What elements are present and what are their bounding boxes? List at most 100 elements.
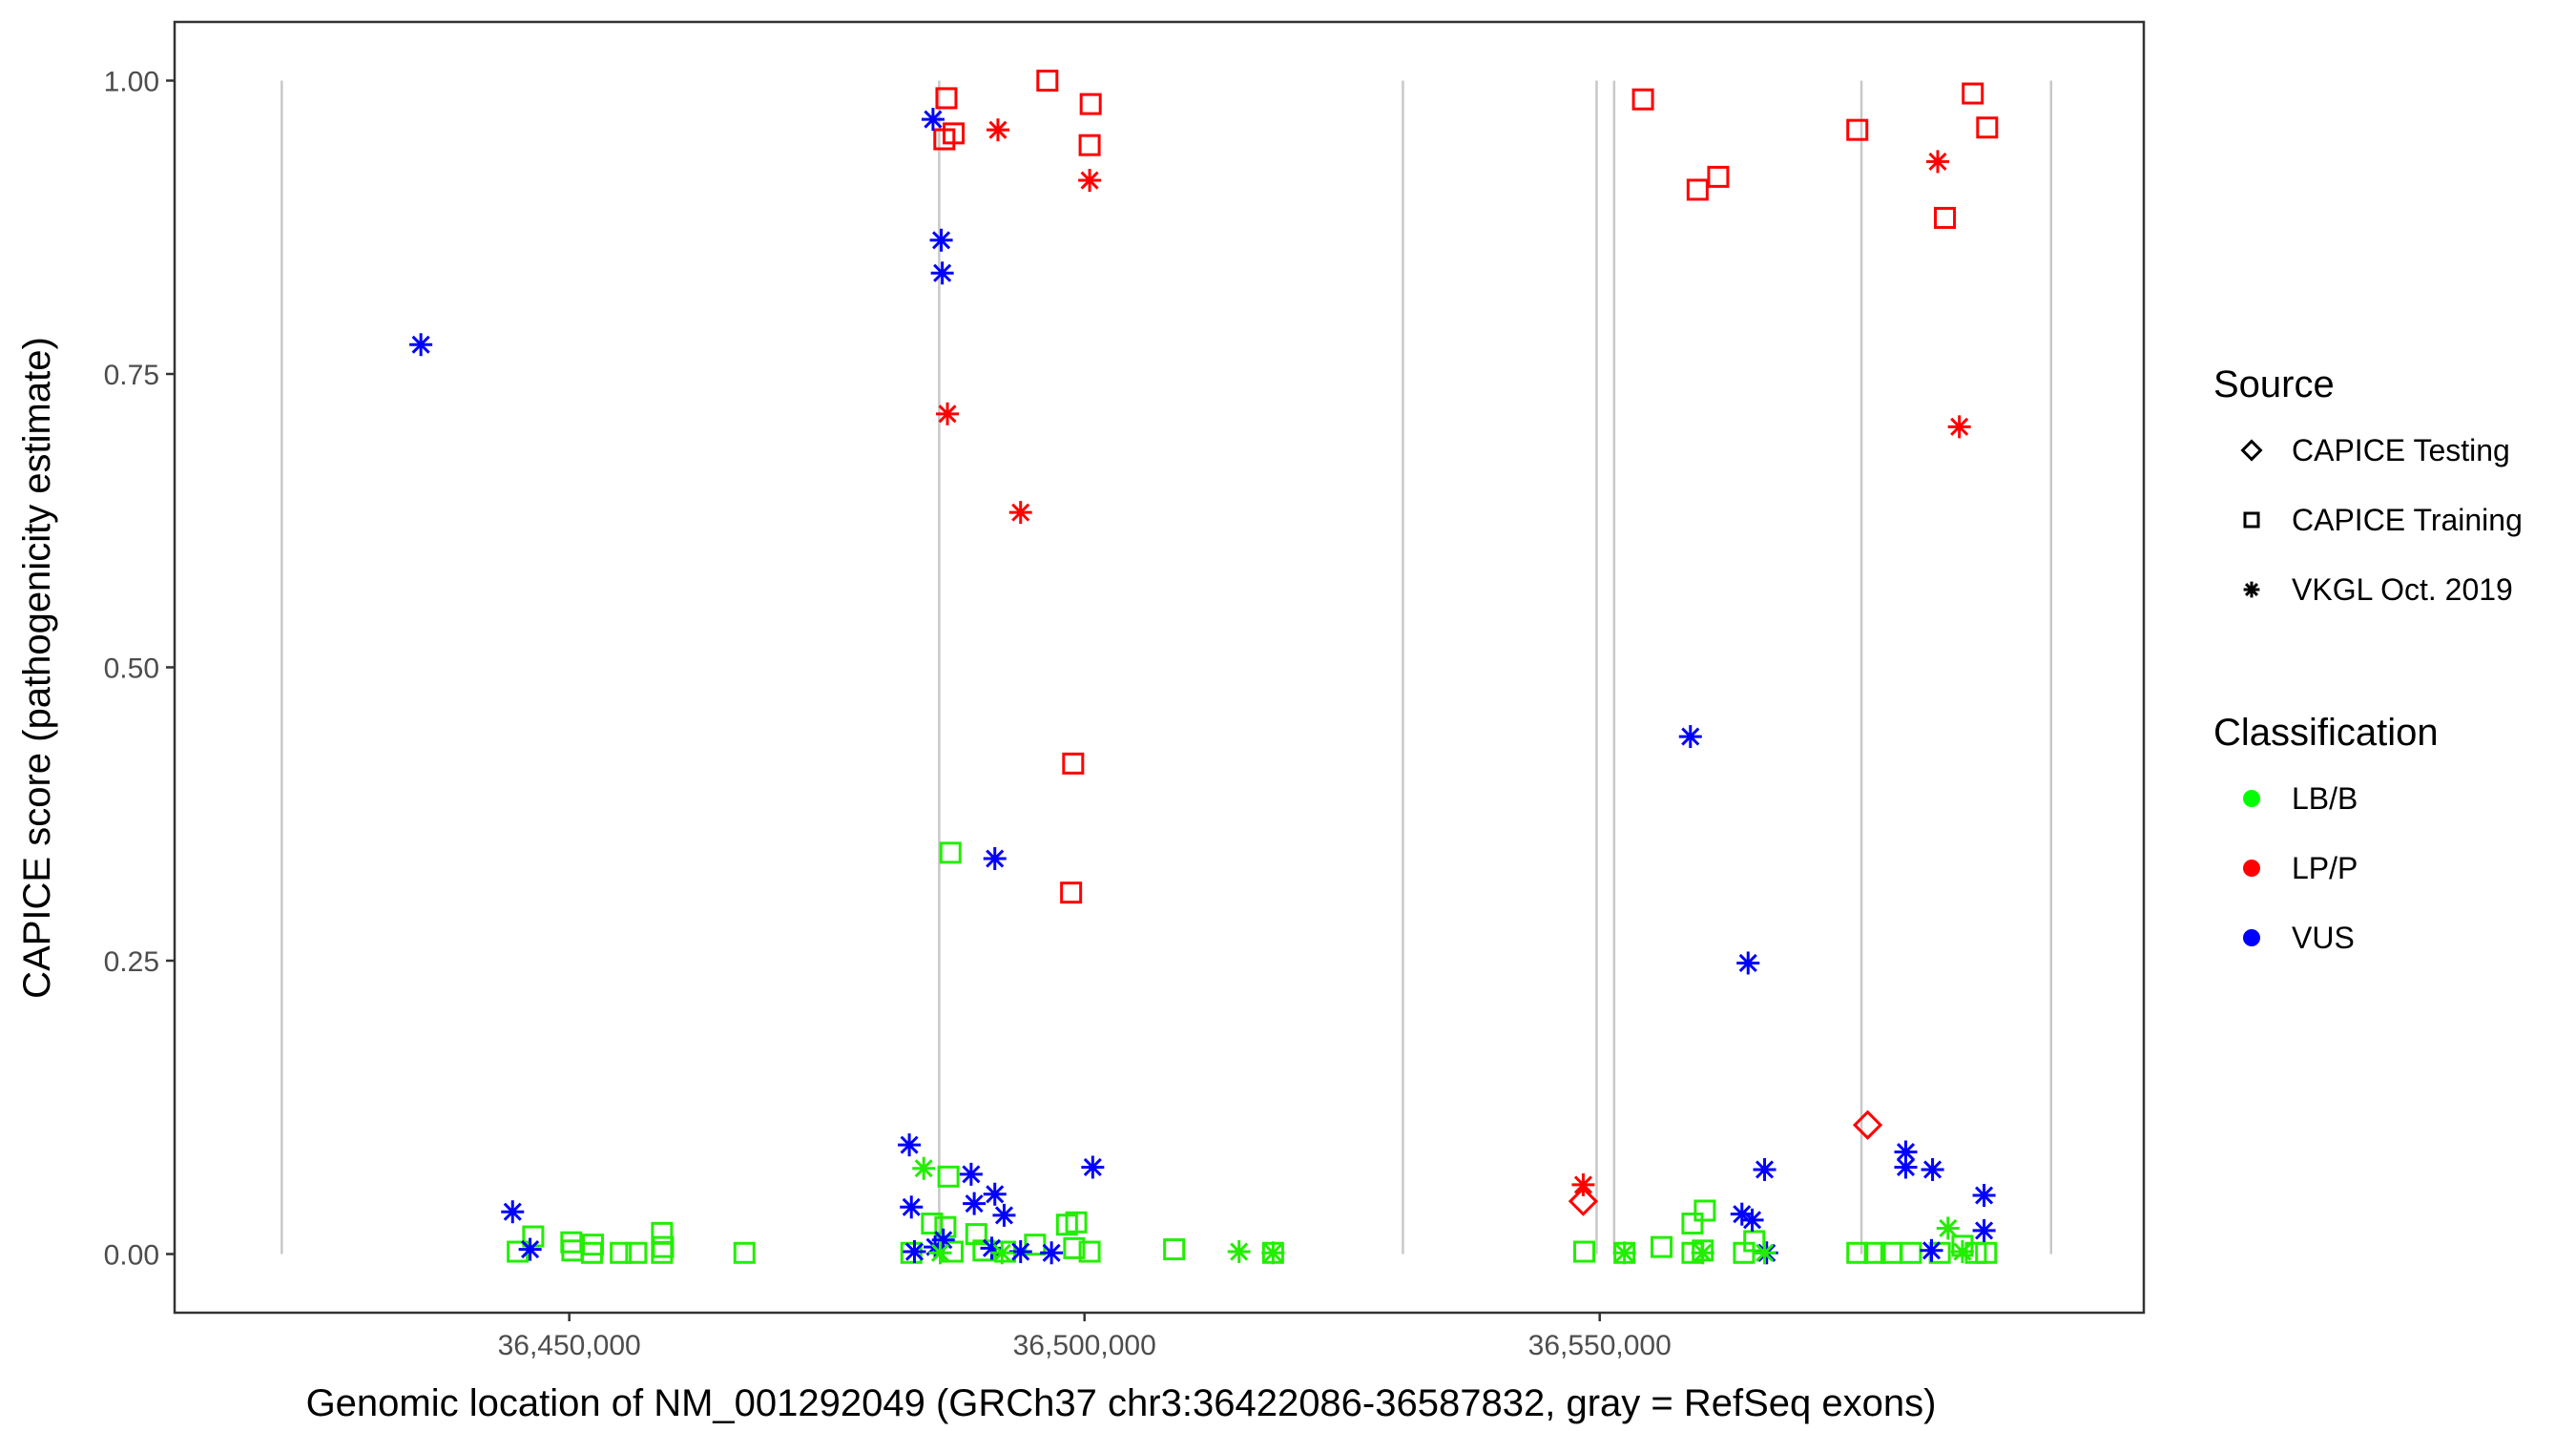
data-point-asterisk: [983, 846, 1007, 870]
data-point-asterisk: [1972, 1184, 1996, 1207]
data-point-asterisk: [1947, 415, 1971, 439]
data-point-asterisk: [936, 402, 960, 425]
data-point-square: [1743, 1230, 1766, 1253]
data-point-square: [1079, 93, 1102, 115]
data-point-square: [1846, 118, 1869, 141]
legend-classification: Classification LB/B LP/P VUS: [2213, 712, 2439, 955]
data-point-asterisk: [930, 261, 954, 285]
legend-key-square: [2243, 511, 2260, 529]
data-point-diamond: [1852, 1110, 1883, 1140]
data-point-square: [1078, 1240, 1101, 1263]
legend-label: VUS: [2292, 921, 2355, 955]
data-point-asterisk: [1571, 1172, 1595, 1196]
data-point-square: [610, 1241, 633, 1264]
data-point-asterisk: [959, 1162, 983, 1186]
data-point-asterisk: [929, 228, 953, 252]
data-point-asterisk: [501, 1200, 525, 1224]
data-point-square: [580, 1241, 603, 1264]
data-point-asterisk: [900, 1195, 924, 1219]
x-axis-title: Genomic location of NM_001292049 (GRCh37…: [306, 1382, 1937, 1424]
data-point-asterisk: [963, 1192, 987, 1215]
data-point-asterisk: [1612, 1241, 1636, 1265]
y-tick-label: 0.50: [104, 653, 159, 685]
data-point-square: [1078, 134, 1101, 156]
data-point-square: [733, 1241, 756, 1264]
data-point-asterisk: [1920, 1238, 1943, 1262]
legend-key-asterisk: [2243, 581, 2260, 598]
data-point-square: [965, 1223, 987, 1246]
data-point-asterisk: [1081, 1155, 1105, 1179]
data-point-square: [1681, 1213, 1704, 1235]
data-point-asterisk: [1972, 1218, 1996, 1242]
data-point-asterisk: [1740, 1208, 1764, 1232]
data-point-square: [651, 1241, 674, 1264]
data-point-square: [1707, 165, 1730, 188]
data-point-asterisk: [928, 1241, 952, 1265]
legend-label: CAPICE Testing: [2292, 433, 2510, 467]
data-point-square: [943, 122, 966, 145]
data-point-diamond: [1568, 1186, 1599, 1216]
x-tick-label: 36,450,000: [498, 1330, 641, 1361]
data-point-asterisk: [1078, 169, 1102, 193]
data-point-square: [1060, 881, 1083, 904]
data-point-square: [1686, 178, 1709, 201]
data-point-asterisk: [1894, 1155, 1918, 1179]
y-tick-label: 0.25: [104, 946, 159, 978]
y-axis-title: CAPICE score (pathogenicity estimate): [16, 337, 58, 999]
data-point-square: [1651, 1235, 1673, 1258]
legend-label: VKGL Oct. 2019: [2292, 572, 2513, 607]
data-point-asterisk: [1925, 150, 1949, 174]
x-tick-label: 36,550,000: [1528, 1330, 1672, 1361]
data-point-asterisk: [1936, 1216, 1960, 1240]
data-point-square: [937, 1165, 960, 1188]
data-point-asterisk: [903, 1240, 926, 1264]
data-point-asterisk: [1261, 1241, 1285, 1265]
data-point-asterisk: [983, 1182, 1007, 1206]
data-point-asterisk: [1753, 1157, 1776, 1181]
data-point-asterisk: [1736, 951, 1760, 975]
y-axis: 0.00 0.25 0.50 0.75 1.00: [104, 67, 175, 1272]
y-tick-label: 0.75: [104, 360, 159, 391]
data-point-square: [1063, 1236, 1086, 1259]
data-point-square: [1163, 1238, 1186, 1261]
data-point-asterisk: [921, 108, 945, 132]
data-point-asterisk: [992, 1203, 1016, 1227]
data-point-square: [1846, 1241, 1869, 1264]
data-point-asterisk: [409, 333, 433, 357]
data-point-asterisk: [1227, 1240, 1251, 1264]
legend-key-color: [2243, 929, 2260, 946]
data-point-asterisk: [1894, 1140, 1918, 1164]
legend-label: LP/P: [2292, 851, 2358, 885]
data-point-square: [1062, 752, 1085, 775]
data-point-asterisk: [1040, 1241, 1064, 1265]
data-point-square: [1631, 88, 1654, 111]
data-point-asterisk: [986, 118, 1009, 142]
data-point-square: [625, 1241, 648, 1264]
data-point-square: [1976, 116, 1999, 139]
data-point-square: [1934, 206, 1957, 229]
y-tick-label: 1.00: [104, 67, 159, 98]
data-point-square: [1863, 1241, 1886, 1264]
legend-key-color: [2243, 860, 2260, 877]
data-point-asterisk: [912, 1156, 936, 1180]
data-point-square: [1900, 1241, 1922, 1264]
data-point-asterisk: [518, 1237, 542, 1261]
data-point-asterisk: [990, 1241, 1014, 1265]
y-tick-label: 0.00: [104, 1240, 159, 1272]
x-axis: 36,450,000 36,500,000 36,550,000: [498, 1313, 1672, 1361]
legend-label: LB/B: [2292, 781, 2358, 816]
legend-classification-title: Classification: [2213, 712, 2439, 754]
data-point-square: [939, 841, 962, 864]
data-point-square: [1573, 1240, 1596, 1263]
data-point-square: [935, 87, 958, 110]
data-point-square: [1065, 1211, 1088, 1234]
data-point-asterisk: [1921, 1157, 1944, 1181]
legend-label: CAPICE Training: [2292, 503, 2523, 537]
data-point-asterisk: [1678, 725, 1702, 749]
data-point-asterisk: [1950, 1240, 1974, 1264]
legend-source: Source CAPICE Testing CAPICE Training VKGL…: [2213, 363, 2523, 607]
data-point-square: [1693, 1199, 1716, 1222]
x-tick-label: 36,500,000: [1013, 1330, 1156, 1361]
